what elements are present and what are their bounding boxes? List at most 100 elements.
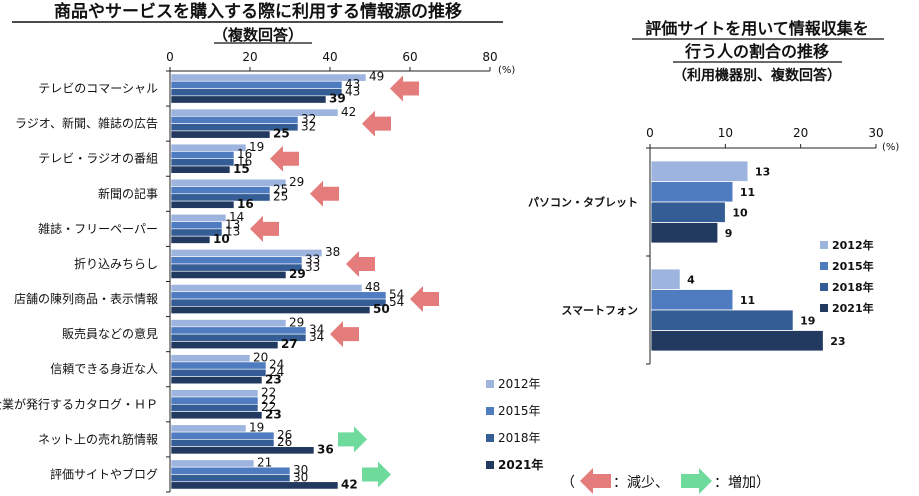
right-data-label: 13 — [755, 165, 770, 178]
right-bar-2012年 — [650, 268, 681, 290]
left-bar-2012年 — [170, 284, 363, 293]
left-category-label: 雑誌・フリーペーパー — [38, 221, 158, 236]
left-data-label: 32 — [301, 112, 316, 126]
left-data-label: 42 — [341, 478, 358, 492]
left-bar-2015年 — [170, 396, 259, 405]
right-x-tick-label: 10 — [718, 126, 733, 140]
left-bar-2021年 — [170, 341, 279, 350]
left-data-label: 29 — [289, 315, 304, 329]
left-bar-2018年 — [170, 368, 267, 377]
right-x-tick-label: 20 — [793, 126, 808, 140]
note-increase-arrow — [681, 468, 712, 494]
left-chart-title: 商品やサービスを購入する際に利用する情報源の推移 — [54, 1, 462, 22]
decrease-arrow — [410, 286, 439, 313]
left-data-label: 21 — [257, 456, 272, 470]
left-legend-label: 2015年 — [498, 404, 541, 418]
left-data-label: 22 — [261, 393, 276, 407]
left-category-label: 折り込みちらし — [74, 256, 158, 271]
right-chart: 0 10 20 30(%)パソコン・タブレット1311109スマートフォン411192… — [528, 126, 899, 365]
left-bar-2015年 — [170, 466, 291, 475]
right-bar-2015年 — [650, 181, 734, 203]
left-data-label: 38 — [325, 245, 340, 259]
left-bar-2018年 — [170, 298, 387, 307]
left-category-label: 新聞の記事 — [98, 186, 158, 201]
left-data-label: 54 — [389, 295, 404, 309]
left-category-label: ラジオ、新聞、雑誌の広告 — [15, 116, 158, 131]
right-bar-2021年 — [650, 330, 824, 352]
left-bar-2012年 — [170, 143, 247, 152]
left-bar-2015年 — [170, 431, 275, 440]
left-data-label: 29 — [289, 267, 306, 281]
left-data-label: 14 — [229, 210, 244, 224]
left-category-label: ネット上の売れ筋情報 — [38, 431, 158, 446]
left-data-label: 23 — [265, 372, 282, 386]
left-data-label: 19 — [249, 140, 264, 154]
right-chart-title-line2: 行う人の割合の推移 — [684, 42, 829, 61]
increase-arrow — [338, 426, 367, 453]
left-bar-2021年 — [170, 446, 315, 455]
left-data-label: 22 — [261, 400, 276, 414]
left-data-label: 13 — [225, 225, 240, 239]
left-bar-2021年 — [170, 270, 287, 279]
right-unit-label: (%) — [882, 142, 899, 153]
left-data-label: 34 — [309, 330, 324, 344]
left-bar-2012年 — [170, 459, 255, 468]
left-x-tick-label: 20 — [242, 50, 257, 64]
right-data-label: 11 — [740, 186, 755, 199]
left-bar-2012年 — [170, 178, 287, 187]
left-unit-label: (%) — [498, 65, 515, 76]
left-bar-2012年 — [170, 424, 247, 433]
left-data-label: 15 — [233, 162, 250, 176]
left-x-tick-label: 60 — [402, 50, 417, 64]
left-bar-2018年 — [170, 403, 259, 412]
left-bar-2021年 — [170, 165, 231, 174]
left-bar-2021年 — [170, 481, 339, 490]
left-data-label: 34 — [309, 323, 324, 337]
note-increase-label: ：増加） — [714, 475, 770, 491]
left-bar-2018年 — [170, 474, 291, 483]
left-bar-2015年 — [170, 326, 307, 335]
left-bar-2015年 — [170, 291, 387, 300]
right-legend-label: 2012年 — [832, 238, 874, 252]
note-decrease-label: ：減少、 — [613, 474, 669, 491]
right-legend-swatch — [820, 283, 828, 291]
left-bar-2015年 — [170, 361, 267, 370]
left-data-label: 16 — [237, 197, 254, 211]
left-bar-2012年 — [170, 213, 227, 222]
increase-arrow — [362, 461, 391, 488]
left-data-label: 25 — [273, 182, 288, 196]
decrease-arrow — [346, 250, 375, 277]
right-category-label: スマートフォン — [561, 304, 638, 317]
left-data-label: 10 — [213, 232, 230, 246]
left-data-label: 49 — [369, 70, 384, 84]
left-bar-2021年 — [170, 235, 211, 244]
left-bar-2015年 — [170, 221, 223, 230]
right-bar-2015年 — [650, 289, 734, 311]
left-legend-label: 2018年 — [498, 431, 541, 445]
left-legend-swatch — [486, 407, 494, 415]
right-bar-2018年 — [650, 309, 794, 331]
left-bar-2012年 — [170, 319, 287, 328]
left-bar-2012年 — [170, 354, 251, 363]
left-data-label: 23 — [265, 407, 282, 421]
left-data-label: 25 — [273, 127, 290, 141]
right-legend-swatch — [820, 262, 828, 270]
left-bar-2012年 — [170, 73, 367, 82]
left-legend-swatch — [486, 380, 494, 388]
left-data-label: 22 — [261, 385, 276, 399]
left-data-label: 25 — [273, 190, 288, 204]
left-bar-2015年 — [170, 116, 299, 124]
right-chart-title-line1: 評価サイトを用いて情報収集を — [645, 19, 869, 38]
right-x-tick-label: 30 — [868, 126, 883, 140]
left-bar-2021年 — [170, 95, 327, 104]
left-data-label: 33 — [305, 260, 320, 274]
decrease-arrow — [362, 110, 391, 137]
left-category-label: 信頼できる身近な人 — [50, 361, 158, 376]
decrease-arrow — [330, 321, 359, 348]
left-x-tick-label: 40 — [322, 50, 337, 64]
left-bar-2015年 — [170, 80, 343, 89]
left-data-label: 27 — [281, 337, 298, 351]
right-bar-2012年 — [650, 160, 749, 182]
left-bar-2021年 — [170, 200, 235, 209]
